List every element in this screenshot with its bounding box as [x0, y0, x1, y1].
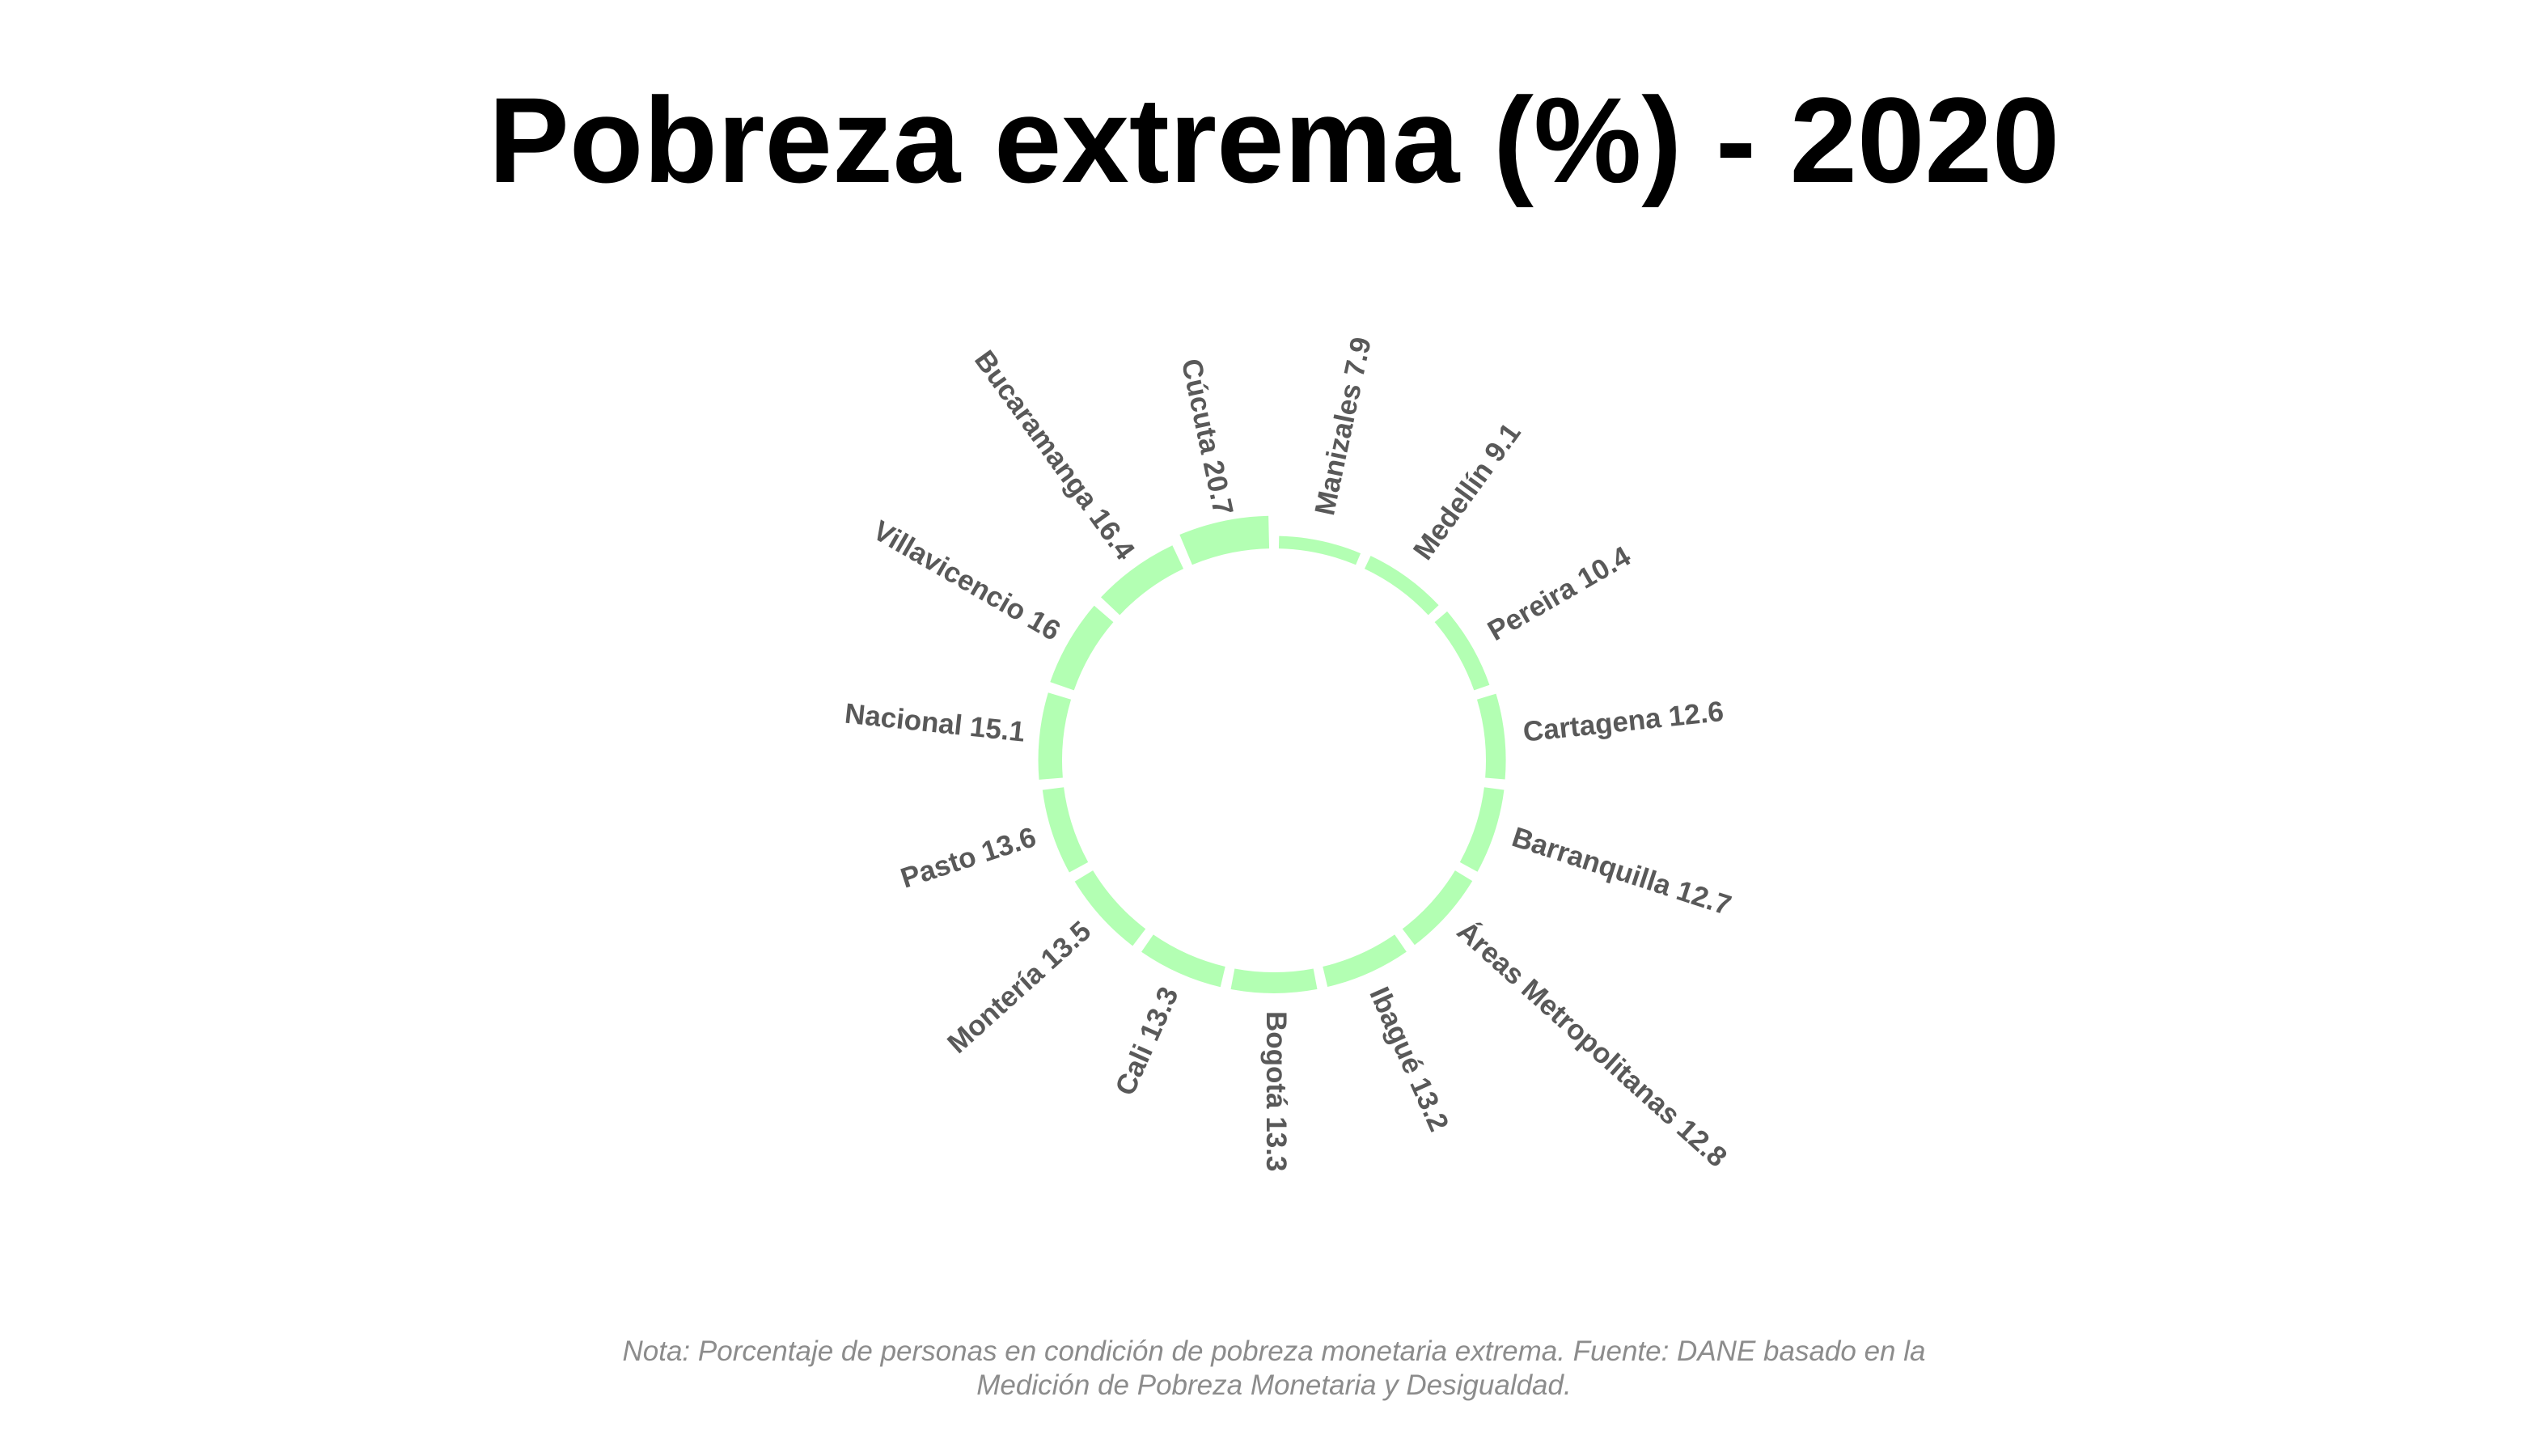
bar-label: Nacional 15.1: [843, 698, 1026, 748]
bar-ibagué: [1323, 934, 1407, 988]
bar-label: Bucaramanga 16.4: [968, 345, 1141, 566]
bar-cúcuta: [1179, 515, 1270, 565]
chart-note-line-2: Medición de Pobreza Monetaria y Desigual…: [976, 1369, 1572, 1401]
bar-label: Cali 13.3: [1109, 982, 1184, 1100]
chart-note-line-1: Nota: Porcentaje de personas en condició…: [622, 1335, 1926, 1367]
bar-label: Pereira 10.4: [1483, 540, 1636, 647]
bar-bogotá: [1230, 968, 1318, 993]
bar-medellín: [1364, 556, 1439, 616]
bars-group: [1038, 515, 1506, 993]
bar-nacional: [1038, 692, 1072, 780]
bar-pasto: [1042, 787, 1089, 873]
bar-label: Áreas Metropolitanas 12.8: [1451, 915, 1733, 1174]
bar-label: Cúcuta 20.7: [1175, 356, 1239, 518]
bar-label: Barranquilla 12.7: [1508, 821, 1734, 921]
chart-title: Pobreza extrema (%) - 2020: [488, 72, 2060, 208]
bar-label: Villavicencio 16: [868, 514, 1066, 647]
chart-note: Nota: Porcentaje de personas en condició…: [0, 1335, 2548, 1403]
bar-áreas-metropolitanas: [1402, 870, 1473, 946]
bar-manizales: [1278, 535, 1361, 565]
bar-label: Pasto 13.6: [897, 821, 1040, 895]
bar-label: Medellín 9.1: [1407, 417, 1527, 565]
bar-cartagena: [1476, 693, 1506, 780]
bar-label: Montería 13.5: [942, 915, 1097, 1060]
bar-villavicencio: [1050, 605, 1114, 691]
bar-montería: [1074, 870, 1146, 946]
bar-barranquilla: [1459, 787, 1505, 872]
bar-pereira: [1434, 611, 1490, 691]
bar-label: Cartagena 12.6: [1522, 696, 1725, 748]
bar-label: Ibagué 13.2: [1363, 982, 1454, 1136]
bar-label: Bogotá 13.3: [1260, 1011, 1292, 1171]
bar-bucaramanga: [1101, 545, 1184, 616]
bar-cali: [1141, 934, 1225, 988]
bar-label: Manizales 7.9: [1309, 334, 1378, 518]
